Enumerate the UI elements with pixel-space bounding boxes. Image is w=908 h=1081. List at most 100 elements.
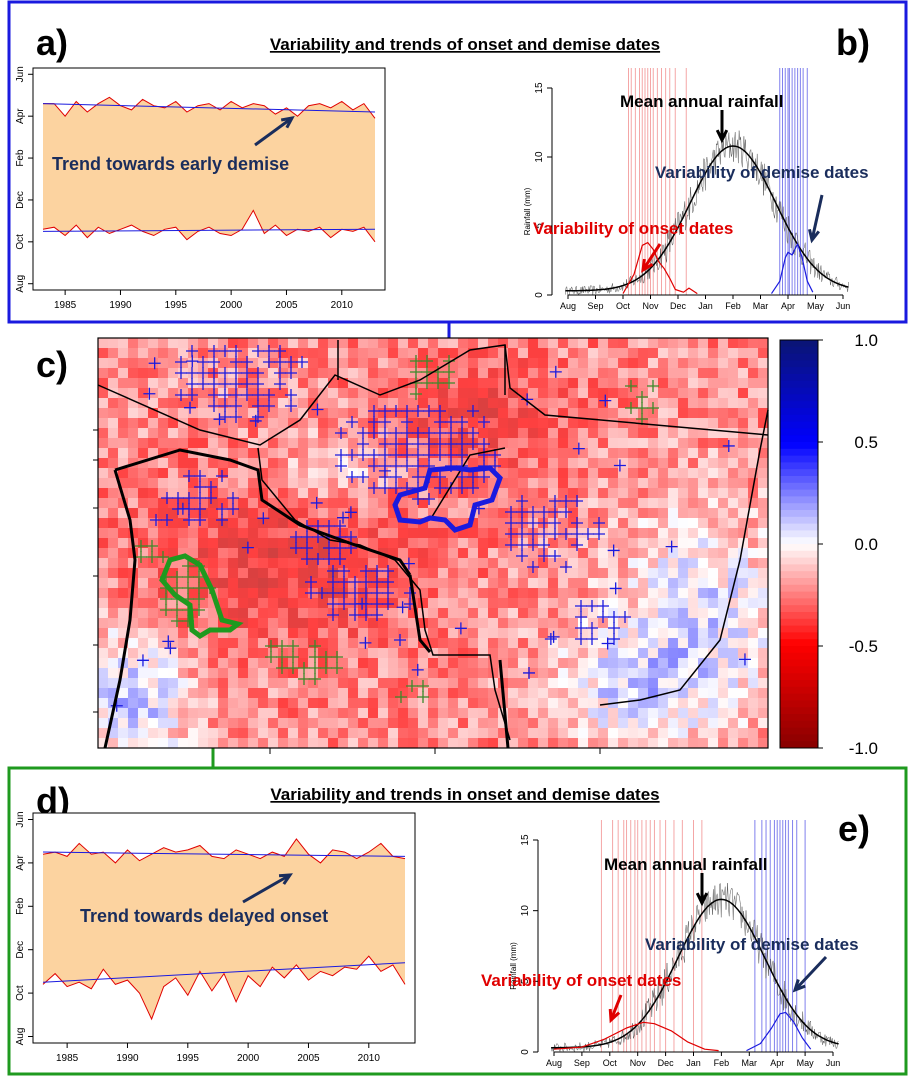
map-cell xyxy=(618,618,628,628)
map-cell xyxy=(458,498,468,508)
x-tick-label: Oct xyxy=(616,301,631,311)
map-cell xyxy=(698,588,708,598)
map-cell xyxy=(358,458,368,468)
map-cell xyxy=(678,648,688,658)
map-cell xyxy=(558,558,568,568)
map-cell xyxy=(578,428,588,438)
y-tick-label: Oct xyxy=(15,234,26,250)
map-cell xyxy=(238,338,248,348)
map-cell xyxy=(118,568,128,578)
map-cell xyxy=(278,408,288,418)
map-cell xyxy=(368,468,378,478)
significance-plus xyxy=(172,492,184,504)
map-cell xyxy=(618,638,628,648)
map-cell xyxy=(628,738,638,748)
significance-plus xyxy=(197,367,209,379)
x-tick-label: Apr xyxy=(770,1058,784,1068)
map-cell xyxy=(558,738,568,748)
significance-plus xyxy=(186,355,199,368)
map-cell xyxy=(158,718,168,728)
map-cell xyxy=(178,338,188,348)
significance-plus xyxy=(150,514,162,526)
map-cell xyxy=(118,718,128,728)
colorbar-segment xyxy=(780,714,818,722)
map-cell xyxy=(268,448,278,458)
map-cell xyxy=(658,628,668,638)
map-cell xyxy=(208,648,218,658)
map-cell xyxy=(468,548,478,558)
map-cell xyxy=(618,458,628,468)
map-cell xyxy=(678,638,688,648)
map-cell xyxy=(258,648,268,658)
map-cell xyxy=(708,398,718,408)
map-cell xyxy=(428,458,438,468)
annotation-arrow xyxy=(641,243,662,271)
map-cell xyxy=(448,668,458,678)
map-cell xyxy=(678,388,688,398)
map-cell xyxy=(248,548,258,558)
map-cell xyxy=(378,488,388,498)
map-cell xyxy=(448,678,458,688)
map-cell xyxy=(278,528,288,538)
map-cell xyxy=(468,348,478,358)
map-cell xyxy=(218,658,228,668)
map-cell xyxy=(408,658,418,668)
map-cell xyxy=(138,528,148,538)
colorbar-segment xyxy=(780,734,818,742)
map-cell xyxy=(388,718,398,728)
significance-plus xyxy=(445,449,457,461)
map-cell xyxy=(618,598,628,608)
map-cell xyxy=(658,418,668,428)
map-cell xyxy=(698,608,708,618)
map-cell xyxy=(568,698,578,708)
significance-plus xyxy=(171,604,183,616)
map-cell xyxy=(618,558,628,568)
significance-plus xyxy=(309,673,321,685)
map-cell xyxy=(428,718,438,728)
map-cell xyxy=(98,738,108,748)
map-cell xyxy=(318,638,328,648)
map-cell xyxy=(128,338,138,348)
map-cell xyxy=(158,688,168,698)
map-cell xyxy=(298,508,308,518)
map-cell xyxy=(678,408,688,418)
annotation-arrowhead xyxy=(280,115,295,129)
map-cell xyxy=(318,358,328,368)
map-cell xyxy=(398,628,408,638)
map-cell xyxy=(288,618,298,628)
colorbar-segment xyxy=(780,720,818,729)
map-cell xyxy=(598,538,608,548)
map-cell xyxy=(648,738,658,748)
significance-plus xyxy=(241,541,254,554)
map-cell xyxy=(488,438,498,448)
map-cell xyxy=(668,508,678,518)
colorbar-segment xyxy=(780,455,818,463)
map-cell xyxy=(748,448,758,458)
x-tick-label: May xyxy=(797,1058,815,1068)
colorbar-segment xyxy=(780,673,818,681)
map-cell xyxy=(748,438,758,448)
map-cell xyxy=(408,478,418,488)
significance-plus xyxy=(478,438,490,450)
significance-plus xyxy=(274,367,286,379)
map-cell xyxy=(608,718,618,728)
significance-plus xyxy=(489,449,501,461)
map-cell xyxy=(548,428,558,438)
significance-plus xyxy=(335,427,347,439)
map-cell xyxy=(118,598,128,608)
map-cell xyxy=(598,348,608,358)
map-cell xyxy=(688,728,698,738)
map-cell xyxy=(738,628,748,638)
map-cell xyxy=(318,458,328,468)
map-cell xyxy=(288,448,298,458)
map-cell xyxy=(268,388,278,398)
map-cell xyxy=(478,388,488,398)
map-cell xyxy=(278,478,288,488)
map-cell xyxy=(98,368,108,378)
map-cell xyxy=(668,488,678,498)
map-cell xyxy=(668,358,678,368)
map-cell xyxy=(288,498,298,508)
map-cell xyxy=(568,478,578,488)
map-cell xyxy=(628,648,638,658)
map-cell xyxy=(578,678,588,688)
